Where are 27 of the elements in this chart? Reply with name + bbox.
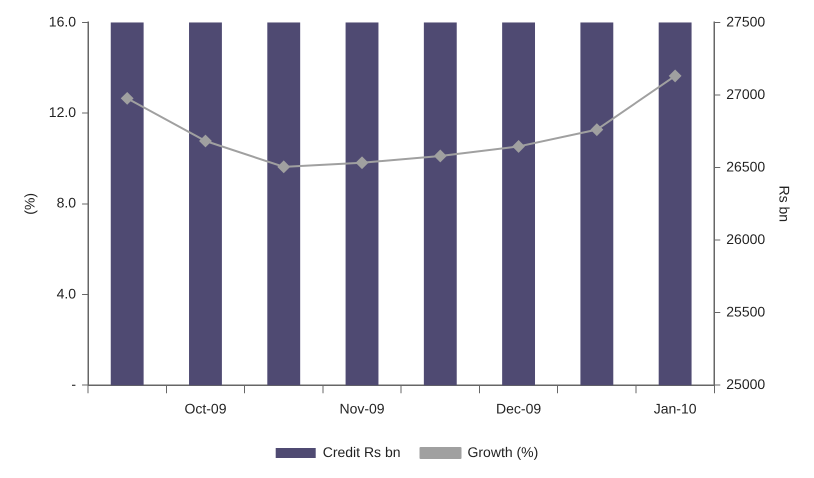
x-tick-label: Dec-09 <box>496 400 542 416</box>
x-tick-label: Jan-10 <box>654 400 697 416</box>
y-tick-label: 4.0 <box>56 285 76 302</box>
point <box>278 160 290 173</box>
y2-tick-label: 26000 <box>726 230 766 247</box>
y2-tick-label: 25000 <box>726 376 766 392</box>
point <box>590 124 603 136</box>
y-tick-label: 12.0 <box>48 104 76 120</box>
point <box>512 140 525 152</box>
x-tick-label: Oct-09 <box>184 400 227 416</box>
point <box>356 156 368 169</box>
point <box>121 92 134 104</box>
legend-label: Credit Rs bn <box>322 444 401 460</box>
y-tick-label: 16.0 <box>48 13 76 30</box>
y2-tick-label: 26500 <box>726 158 766 174</box>
point <box>669 70 682 82</box>
y2-tick-label: 27500 <box>726 13 766 30</box>
x-tick-label: Nov-09 <box>339 400 385 416</box>
y2-tick-label: 27000 <box>726 86 766 102</box>
point <box>199 134 212 147</box>
legend-label: Growth (%) <box>468 444 538 460</box>
y-axis-title: (%) <box>21 192 38 215</box>
y-tick-label: 8.0 <box>56 194 76 211</box>
y-tick-label: - <box>71 376 76 392</box>
point <box>434 150 446 162</box>
y2-tick-label: 25500 <box>726 304 766 320</box>
y2-axis-title: Rs bn <box>776 186 793 222</box>
